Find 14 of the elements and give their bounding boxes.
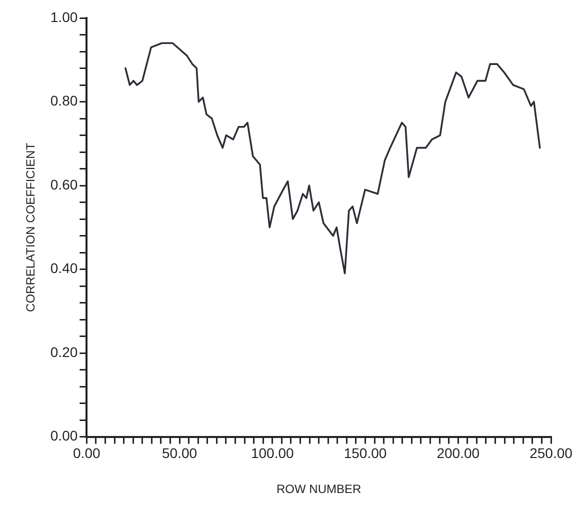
x-tick-label: 100.00 <box>250 445 294 462</box>
y-tick-label: 0.00 <box>50 428 78 444</box>
y-tick-label: 0.40 <box>50 260 78 276</box>
x-tick-label: 150.00 <box>344 445 387 462</box>
x-tick-label: 200.00 <box>436 445 480 462</box>
y-tick-label: 0.60 <box>50 176 78 192</box>
y-tick-label: 1.00 <box>50 8 78 25</box>
x-tick-label: 250.00 <box>530 445 573 462</box>
y-tick-label: 0.20 <box>50 344 78 360</box>
y-tick-label: 0.80 <box>50 92 78 109</box>
x-tick-label: 50.00 <box>162 445 198 462</box>
x-axis-title: ROW NUMBER <box>276 482 362 496</box>
y-axis-title: CORRELATION COEFFICIENT <box>24 142 38 312</box>
x-tick-label: 0.00 <box>73 445 100 462</box>
